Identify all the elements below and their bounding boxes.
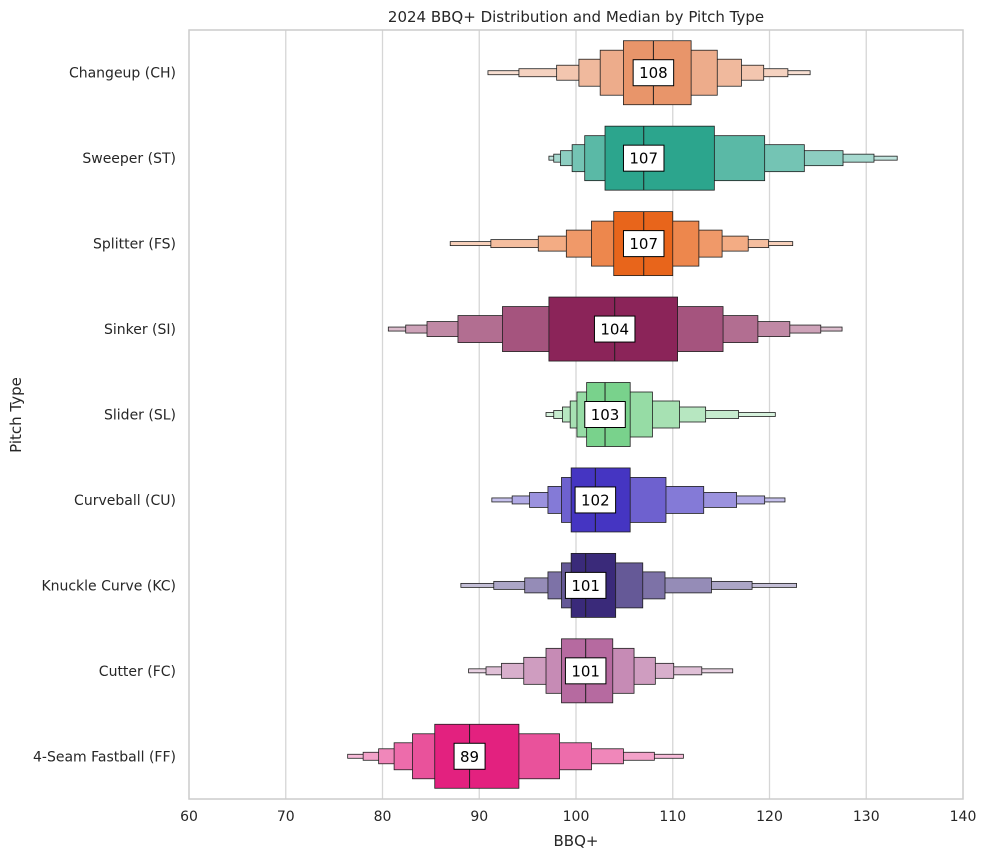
boxen-group: 108 — [487, 40, 811, 106]
median-label-box — [593, 315, 636, 343]
median-label: 103 — [591, 406, 620, 424]
boxen-group: 89 — [347, 723, 684, 789]
median-label: 107 — [629, 235, 658, 253]
x-tick-label: 140 — [950, 809, 977, 825]
y-axis-title: Pitch Type — [7, 377, 25, 453]
y-tick-label: Curveball (CU) — [74, 493, 176, 509]
x-tick-label: 90 — [470, 809, 488, 825]
median-label: 108 — [639, 64, 668, 82]
median-label-box — [622, 230, 665, 258]
median-label: 104 — [600, 321, 629, 339]
boxen-group: 102 — [491, 467, 786, 533]
median-label-box — [453, 742, 486, 770]
boxen-group: 104 — [387, 296, 843, 362]
x-tick-label: 130 — [853, 809, 880, 825]
x-tick-label: 80 — [374, 809, 392, 825]
median-label-box — [584, 401, 626, 428]
x-tick-label: 120 — [756, 809, 783, 825]
median-label: 102 — [581, 491, 610, 509]
x-tick-label: 60 — [180, 809, 198, 825]
median-label-box — [622, 144, 665, 172]
median-label: 107 — [629, 150, 658, 168]
median-label-box — [632, 59, 675, 87]
boxen-groups: 108 107 107 104 103 102 101 101 89 — [347, 40, 898, 789]
chart-title: 2024 BBQ+ Distribution and Median by Pit… — [388, 8, 764, 26]
plot-frame — [188, 29, 964, 800]
y-tick-label: Sinker (SI) — [104, 322, 176, 338]
y-tick-label: Changeup (CH) — [69, 66, 176, 82]
boxen-group: 101 — [460, 552, 797, 618]
median-label-box — [564, 571, 607, 599]
median-label: 101 — [571, 662, 600, 680]
y-tick-label: Splitter (FS) — [93, 237, 176, 253]
x-tick-label: 70 — [277, 809, 295, 825]
boxen-group: 107 — [548, 125, 898, 191]
median-label: 89 — [460, 748, 479, 766]
y-tick-label: Knuckle Curve (KC) — [41, 578, 176, 594]
x-axis-title: BBQ+ — [554, 832, 599, 850]
boxen-group: 103 — [545, 382, 776, 447]
x-tick-label: 100 — [563, 809, 590, 825]
median-label-box — [564, 657, 607, 685]
median-label-box — [574, 486, 617, 514]
y-tick-label: Cutter (FC) — [99, 664, 176, 680]
y-tick-label: Sweeper (ST) — [82, 151, 176, 167]
y-tick-label: 4-Seam Fastball (FF) — [33, 749, 176, 765]
x-tick-label: 110 — [659, 809, 686, 825]
y-tick-label: Slider (SL) — [104, 408, 176, 424]
median-label: 101 — [571, 577, 600, 595]
y-tick-labels: Changeup (CH) Sweeper (ST) Splitter (FS) Si… — [33, 66, 176, 766]
boxen-group: 107 — [449, 211, 794, 277]
x-tick-labels: 60 70 80 90 100 110 120 130 140 — [180, 809, 976, 825]
boxen-group: 101 — [468, 638, 734, 704]
